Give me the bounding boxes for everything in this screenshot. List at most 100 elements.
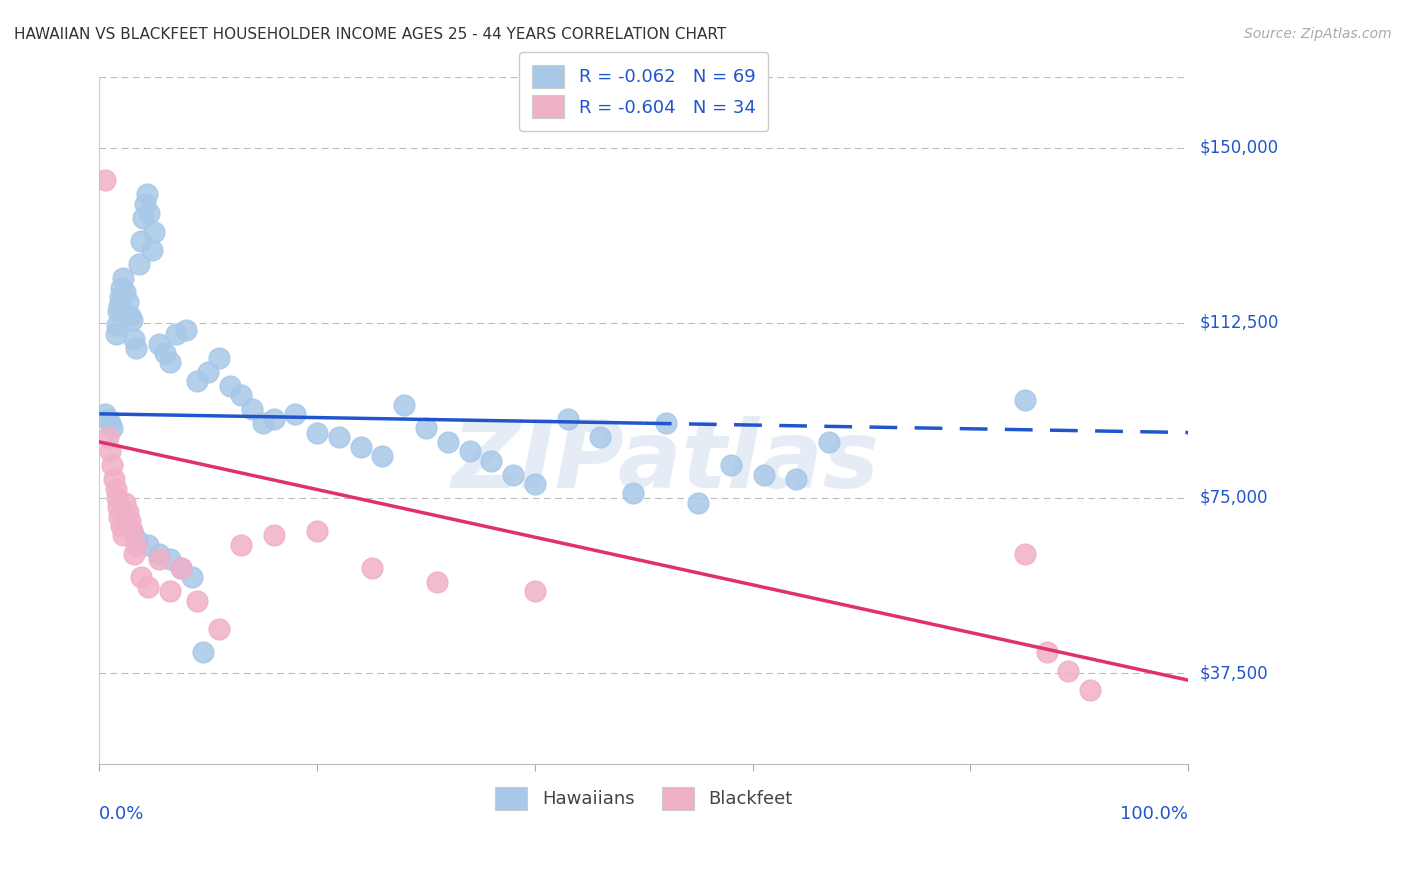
Point [148,551,170,566]
Point [122,332,145,346]
Point [284,407,307,421]
Point [101,421,124,435]
Point [121,524,143,538]
Point [263,528,285,542]
Point [107,500,129,515]
Point [360,561,382,575]
Point [208,351,231,365]
Point [1035,645,1057,659]
Point [97,411,120,425]
Text: $150,000: $150,000 [1199,138,1278,156]
Point [229,538,252,552]
Point [129,234,152,248]
Text: HAWAIIAN VS BLACKFEET HOUSEHOLDER INCOME AGES 25 - 44 YEARS CORRELATION CHART: HAWAIIAN VS BLACKFEET HOUSEHOLDER INCOME… [14,27,727,42]
Point [114,285,136,300]
Point [170,561,193,575]
Point [110,281,132,295]
Point [127,533,149,547]
Point [125,342,148,356]
Point [138,538,160,552]
Point [128,257,150,271]
Point [114,495,136,509]
Point [105,491,128,505]
Point [118,514,141,528]
Point [752,467,775,482]
Point [1014,547,1036,561]
Point [153,346,176,360]
Point [180,570,202,584]
Point [138,206,160,220]
Text: $75,000: $75,000 [1199,489,1268,507]
Point [621,486,644,500]
Point [117,294,139,309]
Point [165,327,187,342]
Point [141,244,163,258]
Point [458,444,481,458]
Text: 100.0%: 100.0% [1121,805,1188,823]
Point [307,425,329,440]
Point [523,584,546,599]
Point [129,570,152,584]
Point [479,453,502,467]
Point [98,444,121,458]
Point [1014,392,1036,407]
Point [101,458,124,473]
Point [688,495,710,509]
Point [240,402,263,417]
Point [121,313,143,327]
Point [115,514,138,528]
Point [142,225,165,239]
Point [557,411,579,425]
Point [252,416,274,430]
Point [371,449,394,463]
Point [112,528,135,542]
Point [108,290,131,304]
Point [263,411,285,425]
Point [104,327,127,342]
Point [720,458,742,473]
Point [110,519,132,533]
Point [108,509,131,524]
Point [148,547,170,561]
Point [117,505,139,519]
Text: $112,500: $112,500 [1199,314,1278,332]
Point [121,524,143,538]
Point [219,379,242,393]
Point [186,593,208,607]
Point [197,365,219,379]
Text: Source: ZipAtlas.com: Source: ZipAtlas.com [1244,27,1392,41]
Point [112,271,135,285]
Point [107,304,129,318]
Point [208,622,231,636]
Point [394,397,416,411]
Point [191,645,214,659]
Point [132,211,155,225]
Point [170,561,193,575]
Point [426,575,449,590]
Point [103,472,125,486]
Point [1057,664,1080,678]
Point [122,547,145,561]
Point [98,416,121,430]
Point [654,416,676,430]
Point [108,299,131,313]
Point [415,421,437,435]
Point [785,472,807,486]
Text: ZIPatlas: ZIPatlas [451,416,880,508]
Point [436,434,458,449]
Point [105,318,128,332]
Point [159,551,181,566]
Point [229,388,252,402]
Point [159,355,181,369]
Point [104,482,127,496]
Point [328,430,350,444]
Point [176,323,198,337]
Point [97,430,120,444]
Point [159,584,181,599]
Point [1078,682,1101,697]
Point [523,477,546,491]
Point [186,374,208,388]
Point [138,580,160,594]
Point [350,440,373,454]
Legend: Hawaiians, Blackfeet: Hawaiians, Blackfeet [488,780,800,817]
